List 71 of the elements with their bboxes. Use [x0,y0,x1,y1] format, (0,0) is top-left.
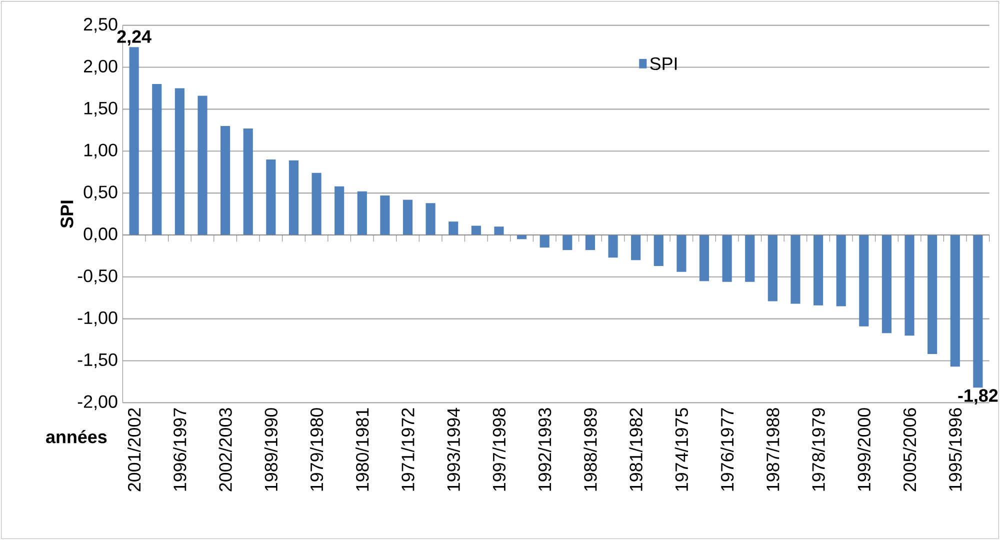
legend-label: SPI [650,57,677,70]
bar [288,160,299,235]
x-tick-label: 1976/1977 [720,408,734,491]
bar [471,226,481,235]
bar [402,200,413,235]
bar [654,234,664,266]
x-tick-label: 1995/1996 [948,408,962,491]
bar [768,234,778,302]
x-tick-label: 1978/1979 [812,408,825,491]
bar [631,234,641,260]
y-tick-label: -2,00 [78,395,118,410]
bar [928,234,938,354]
x-tick-label: 1993/1994 [446,408,460,491]
bar [882,234,892,334]
x-tick-label: 1992/1993 [538,408,552,491]
bar [859,234,869,326]
y-tick-label: 2,50 [84,18,118,33]
bar [950,234,960,367]
bar [790,234,800,304]
bar [198,96,208,235]
bar [973,234,983,388]
bar [676,234,686,272]
bar [152,84,162,235]
x-tick-label: 1989/1990 [264,408,278,491]
x-tick-label: 1988/1989 [584,408,597,491]
y-tick-label: 0,00 [84,228,118,242]
x-tick-label: 1971/1972 [401,408,414,491]
x-tick-label: 2001/2002 [127,408,141,492]
x-tick-label: 1999/2000 [857,408,870,491]
x-tick-label: 1997/1998 [492,408,506,491]
bar [562,234,572,250]
bar [608,234,618,258]
bar [312,172,322,235]
bar [722,234,732,282]
x-tick-label: 1996/1997 [173,408,186,491]
bar [426,203,436,235]
bar [380,196,390,235]
y-tick-label: -1,50 [78,353,118,368]
x-tick-label: 1981/1982 [629,408,642,491]
bar [585,234,596,250]
bar [266,159,276,235]
bar [129,47,139,235]
bar [836,234,846,306]
bar [174,88,184,235]
bar [334,186,344,235]
bar [540,234,550,248]
bar [745,234,755,282]
x-tick-label: 1974/1975 [674,408,688,491]
data-label: 2,24 [117,30,152,46]
y-tick-label: 1,00 [84,144,118,159]
x-tick-label: 2002/2003 [218,408,232,492]
bar [220,126,230,235]
y-tick-label: -0,50 [78,269,118,284]
bar [699,234,710,282]
data-label: -1,82 [958,389,998,404]
bar [243,128,253,235]
bar [448,222,458,235]
y-tick-label: 2,00 [84,60,118,75]
bar [814,234,824,306]
bar [494,226,504,235]
y-tick-label: 0,50 [84,186,118,200]
x-tick-label: 2005/2006 [902,408,916,492]
y-tick-label: 1,50 [84,102,118,117]
x-axis-title: années [46,430,107,444]
x-tick-label: 1980/1981 [356,408,369,491]
y-tick-label: -1,00 [78,311,118,326]
y-axis-title: SPI [60,200,74,228]
x-tick-label: 1979/1980 [310,408,324,491]
bar [904,234,914,336]
bar [357,191,367,235]
x-tick-label: 1987/1988 [766,408,780,491]
